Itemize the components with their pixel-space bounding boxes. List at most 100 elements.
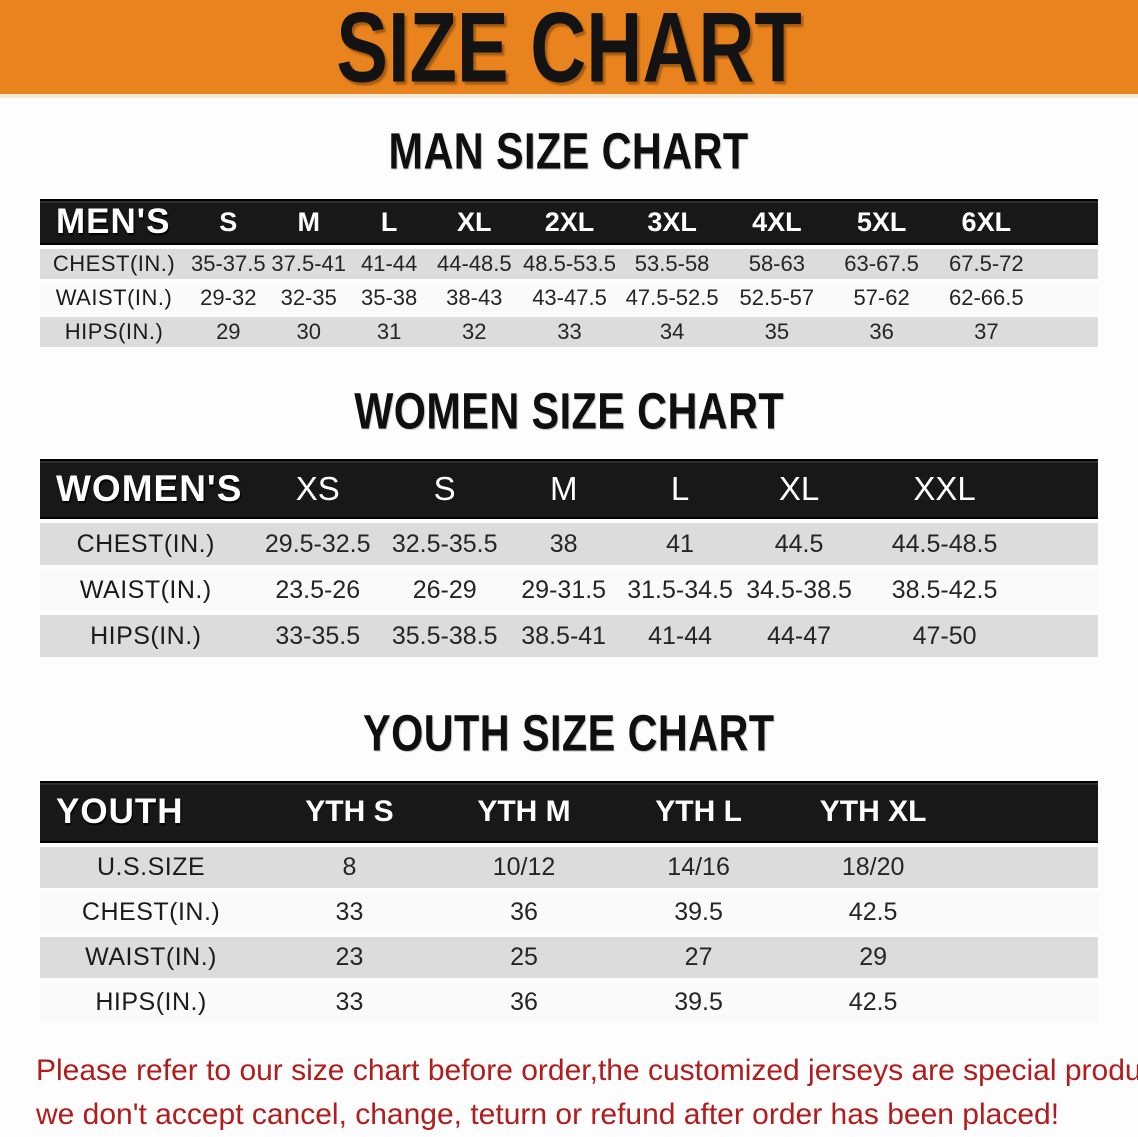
row-filler — [1038, 245, 1098, 279]
header-filler — [1038, 199, 1098, 245]
size-value-cell: 35.5-38.5 — [383, 611, 506, 657]
size-value-cell: 62-66.5 — [933, 279, 1039, 313]
size-value-cell: 25 — [436, 933, 612, 978]
size-column-header: S — [383, 459, 506, 519]
table-corner-label: YOUTH — [40, 781, 263, 843]
measurement-row: HIPS(IN.) 33-35.5 35.5-38.5 38.5-41 41-44 44-… — [40, 611, 1098, 657]
size-column-header: YTH S — [262, 781, 437, 843]
size-value-cell: 29 — [188, 313, 269, 347]
size-value-cell: 47.5-52.5 — [619, 279, 725, 313]
size-value-cell: 14/16 — [611, 843, 786, 888]
size-value-cell: 38-43 — [429, 279, 520, 313]
size-value-cell: 39.5 — [611, 978, 786, 1023]
size-column-header: M — [268, 199, 349, 245]
size-value-cell: 29.5-32.5 — [251, 519, 384, 565]
size-value-cell: 33 — [262, 888, 437, 933]
banner-title: SIZE CHART — [336, 0, 802, 98]
size-value-cell: 23 — [262, 933, 437, 978]
size-value-cell: 35-38 — [348, 279, 430, 313]
size-value-cell: 44-47 — [738, 611, 860, 657]
size-value-cell: 37.5-41 — [268, 245, 349, 279]
size-value-cell: 32.5-35.5 — [383, 519, 506, 565]
size-value-cell: 29 — [785, 933, 961, 978]
size-column-header: 3XL — [619, 199, 725, 245]
row-filler — [1038, 279, 1098, 313]
measurement-row: CHEST(IN.) 29.5-32.5 32.5-35.5 38 41 44.5 44.5… — [40, 519, 1098, 565]
row-filler — [1029, 611, 1098, 657]
size-header-row: WOMEN'S XS S M L XL XXL — [40, 459, 1098, 519]
size-column-header: L — [348, 199, 430, 245]
size-column-header: XL — [738, 459, 860, 519]
size-column-header: 4XL — [724, 199, 830, 245]
size-value-cell: 34.5-38.5 — [738, 565, 860, 611]
size-column-header: L — [621, 459, 739, 519]
section-men: MAN SIZE CHART MEN'S S M L XL 2XL 3XL 4XL 5XL 6XL… — [0, 98, 1138, 347]
size-column-header: M — [505, 459, 622, 519]
measurement-row-label: CHEST(IN.) — [40, 519, 252, 565]
size-value-cell: 30 — [268, 313, 349, 347]
row-filler — [960, 933, 1098, 978]
size-value-cell: 8 — [262, 843, 437, 888]
measurement-row-label: HIPS(IN.) — [40, 313, 189, 347]
table-corner-label: MEN'S — [40, 199, 189, 245]
size-value-cell: 29-32 — [188, 279, 269, 313]
women-size-table: WOMEN'S XS S M L XL XXL CHEST(IN.) 29.5-32.5 32.5… — [40, 459, 1098, 657]
disclaimer-line-1: Please refer to our size chart before or… — [36, 1054, 1138, 1087]
size-value-cell: 67.5-72 — [933, 245, 1039, 279]
size-value-cell: 44.5-48.5 — [859, 519, 1030, 565]
size-value-cell: 31 — [348, 313, 430, 347]
size-value-cell: 32 — [429, 313, 520, 347]
size-value-cell: 44.5 — [738, 519, 860, 565]
size-value-cell: 38 — [505, 519, 622, 565]
size-value-cell: 58-63 — [724, 245, 830, 279]
measurement-row-label: WAIST(IN.) — [40, 933, 263, 978]
measurement-row: HIPS(IN.) 33 36 39.5 42.5 — [40, 978, 1098, 1023]
size-value-cell: 41-44 — [621, 611, 739, 657]
youth-size-table: YOUTH YTH S YTH M YTH L YTH XL U.S.SIZE 8 10/12… — [40, 781, 1098, 1023]
size-column-header: YTH L — [611, 781, 786, 843]
row-filler — [1029, 519, 1098, 565]
row-filler — [1029, 565, 1098, 611]
size-value-cell: 33 — [262, 978, 437, 1023]
size-value-cell: 43-47.5 — [519, 279, 620, 313]
measurement-row: WAIST(IN.) 23 25 27 29 — [40, 933, 1098, 978]
size-column-header: S — [188, 199, 269, 245]
size-value-cell: 33 — [519, 313, 620, 347]
size-value-cell: 31.5-34.5 — [621, 565, 739, 611]
row-filler — [960, 978, 1098, 1023]
banner: SIZE CHART — [0, 0, 1138, 98]
women-section-title-text: WOMEN SIZE CHART — [354, 381, 784, 440]
size-value-cell: 42.5 — [785, 888, 961, 933]
size-value-cell: 35-37.5 — [188, 245, 269, 279]
size-column-header: 5XL — [829, 199, 934, 245]
size-value-cell: 41 — [621, 519, 739, 565]
size-column-header: YTH XL — [785, 781, 961, 843]
row-filler — [960, 843, 1098, 888]
measurement-row-label: WAIST(IN.) — [40, 279, 189, 313]
header-filler — [960, 781, 1098, 843]
size-value-cell: 33-35.5 — [251, 611, 384, 657]
size-value-cell: 38.5-42.5 — [859, 565, 1030, 611]
size-column-header: XXL — [859, 459, 1030, 519]
men-section-title-text: MAN SIZE CHART — [388, 121, 750, 180]
size-value-cell: 27 — [611, 933, 786, 978]
men-size-table: MEN'S S M L XL 2XL 3XL 4XL 5XL 6XL CHEST(IN.) 35-37… — [40, 199, 1098, 347]
size-value-cell: 34 — [619, 313, 725, 347]
size-value-cell: 42.5 — [785, 978, 961, 1023]
row-filler — [960, 888, 1098, 933]
size-value-cell: 32-35 — [268, 279, 349, 313]
measurement-row: WAIST(IN.) 23.5-26 26-29 29-31.5 31.5-34.5 34… — [40, 565, 1098, 611]
header-filler — [1029, 459, 1098, 519]
measurement-row: U.S.SIZE 8 10/12 14/16 18/20 — [40, 843, 1098, 888]
section-women: WOMEN SIZE CHART WOMEN'S XS S M L XL XXL CHEST(… — [0, 347, 1138, 657]
size-value-cell: 63-67.5 — [829, 245, 934, 279]
measurement-row-label: WAIST(IN.) — [40, 565, 252, 611]
youth-section-title: YOUTH SIZE CHART — [0, 657, 1138, 758]
size-value-cell: 44-48.5 — [429, 245, 520, 279]
size-value-cell: 36 — [436, 888, 612, 933]
size-value-cell: 37 — [933, 313, 1039, 347]
size-column-header: 6XL — [933, 199, 1039, 245]
row-filler — [1038, 313, 1098, 347]
measurement-row-label: CHEST(IN.) — [40, 888, 263, 933]
measurement-row-label: HIPS(IN.) — [40, 611, 252, 657]
